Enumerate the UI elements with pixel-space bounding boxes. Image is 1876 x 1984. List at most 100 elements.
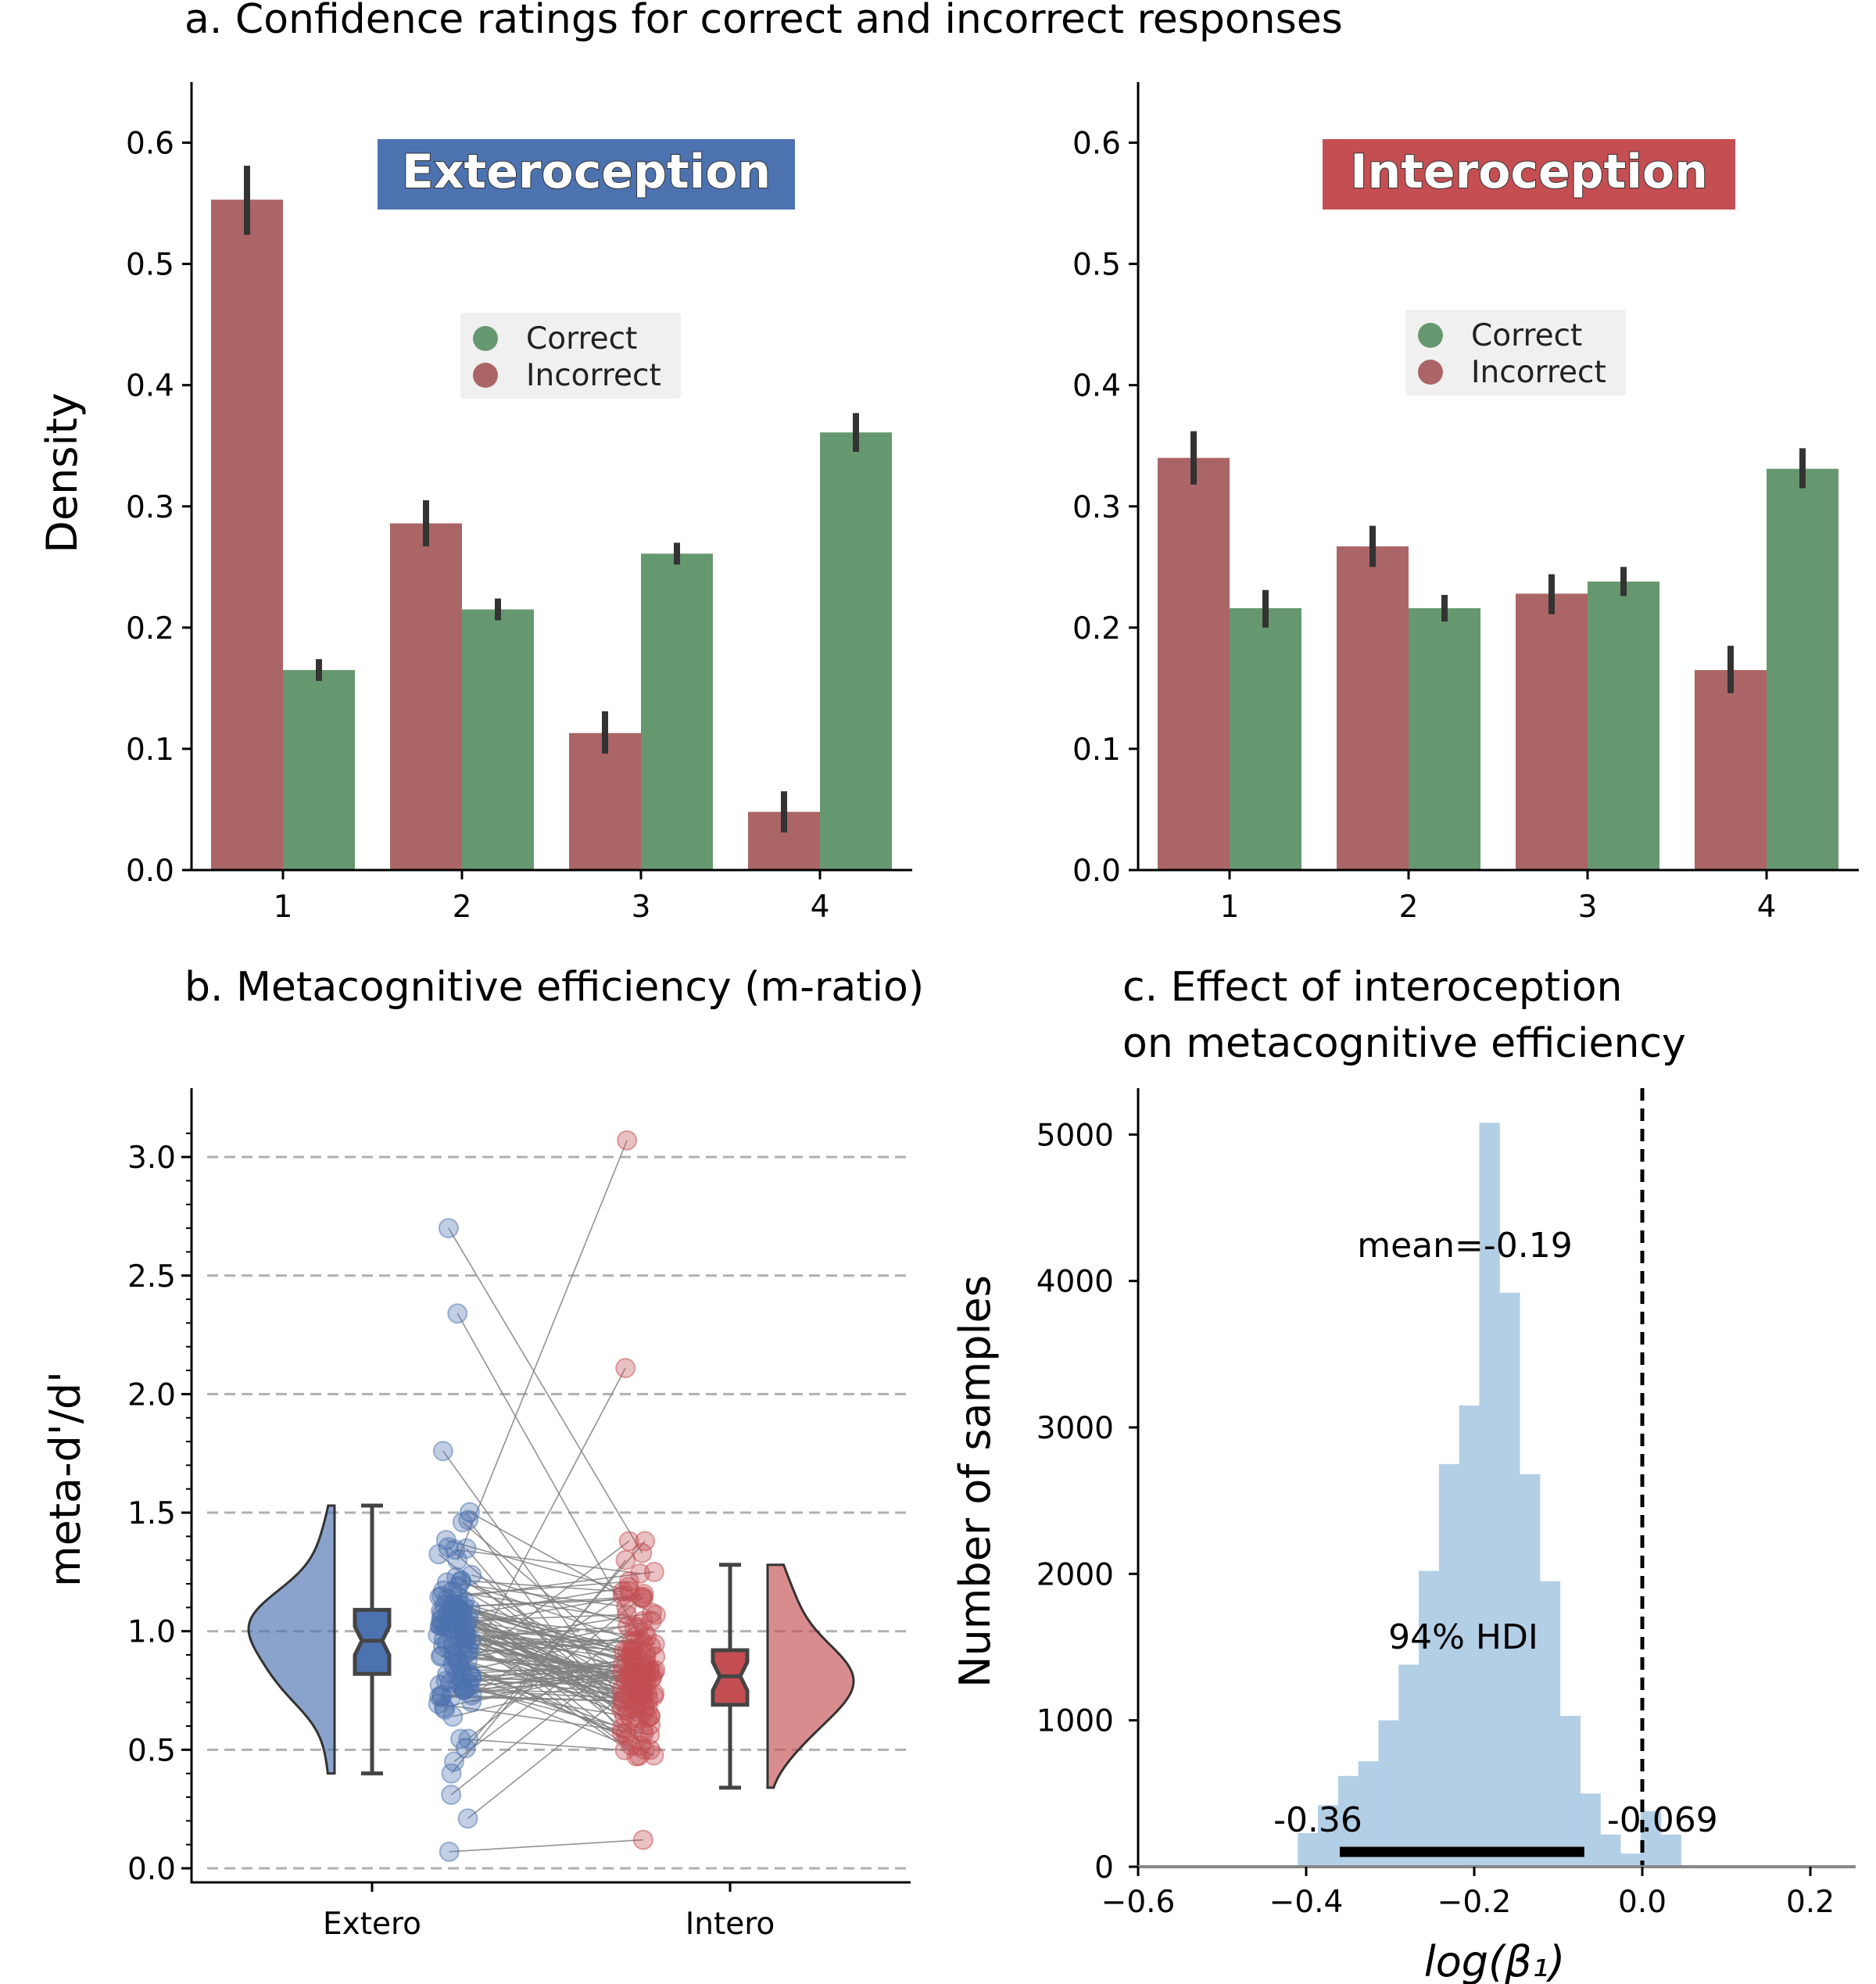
bar-correct-1	[1230, 608, 1301, 870]
legend-extero-correct-label: Correct	[526, 321, 637, 356]
point-intero	[644, 1634, 665, 1655]
pair-line	[452, 1586, 629, 1618]
y-tick-label: 0	[1094, 1850, 1114, 1886]
pair-line	[451, 1595, 643, 1608]
hist-bar	[1298, 1832, 1319, 1867]
y-tick-label: 0.5	[127, 1733, 176, 1768]
panel-c-xlabel: log(β₁)	[1424, 1937, 1566, 1984]
point-extero	[458, 1610, 479, 1631]
legend-intero-correct-label: Correct	[1471, 318, 1582, 353]
hist-bar	[1378, 1720, 1399, 1867]
pair-line	[466, 1548, 623, 1734]
y-tick-label: 0.6	[126, 127, 174, 162]
legend-extero-frame	[460, 313, 681, 399]
point-extero	[461, 1692, 482, 1713]
pair-line	[442, 1450, 624, 1703]
x-tick-label: Intero	[686, 1907, 775, 1942]
point-intero	[635, 1531, 656, 1552]
x-tick-label: 0.2	[1786, 1885, 1835, 1920]
pair-line	[460, 1738, 625, 1751]
y-tick-label: 0.4	[1072, 369, 1121, 404]
bar-correct-4	[1767, 468, 1838, 870]
x-tick-label: 2	[453, 890, 472, 925]
hdi-label: 94% HDI	[1388, 1617, 1538, 1657]
y-tick-label: 3000	[1036, 1411, 1114, 1446]
legend-intero-incorrect-label: Incorrect	[1471, 355, 1606, 390]
bar-correct-1	[283, 670, 355, 870]
point-intero	[618, 1531, 639, 1552]
pair-line	[464, 1601, 651, 1751]
bar-incorrect-2	[1337, 546, 1409, 870]
badge-extero-text: Exteroception	[402, 145, 771, 199]
bar-incorrect-2	[390, 523, 462, 870]
x-tick-label: 2	[1399, 890, 1419, 925]
y-tick-label: 1000	[1036, 1704, 1114, 1739]
violin-intero	[766, 1563, 855, 1789]
x-tick-label: −0.6	[1101, 1885, 1176, 1920]
y-tick-label: 2.0	[127, 1377, 176, 1413]
pair-line	[455, 1549, 641, 1574]
pair-line	[457, 1585, 636, 1692]
pair-line	[456, 1593, 644, 1627]
legend-intero: Correct Incorrect	[1405, 310, 1626, 396]
point-extero	[458, 1509, 479, 1531]
hist-bar	[1600, 1834, 1621, 1867]
point-extero	[461, 1564, 482, 1585]
hist-bar	[1398, 1664, 1420, 1867]
hdi-low-label: -0.36	[1273, 1800, 1362, 1840]
point-extero	[457, 1808, 478, 1829]
pair-line	[442, 1694, 643, 1703]
panel-a-extero-chart: 0.00.10.20.30.40.50.61 2 3 4 Exteroception …	[126, 82, 912, 925]
mean-annotation: mean=-0.19	[1357, 1226, 1573, 1266]
point-extero	[441, 1763, 462, 1784]
panel-b-ylabel: meta-d'/d'	[41, 1371, 90, 1587]
legend-extero: Correct Incorrect	[460, 313, 681, 399]
y-tick-label: 0.2	[1072, 611, 1121, 646]
point-intero	[626, 1746, 647, 1767]
pair-line	[449, 1681, 644, 1734]
bar-incorrect-1	[1158, 457, 1230, 870]
point-extero	[438, 1218, 459, 1239]
bar-correct-3	[1588, 581, 1659, 870]
badge-intero: Interoception	[1323, 139, 1735, 210]
y-tick-label: 0.5	[126, 248, 174, 283]
y-tick-label: 0.0	[126, 854, 174, 889]
hist-bar	[1660, 1834, 1681, 1867]
panel-a-ylabel: Density	[38, 392, 87, 553]
y-tick-label: 4000	[1036, 1265, 1114, 1300]
y-tick-label: 0.0	[1072, 854, 1121, 889]
panel-b-title: b. Metacognitive efficiency (m-ratio)	[184, 964, 924, 1011]
point-extero	[452, 1603, 473, 1624]
point-extero	[459, 1502, 480, 1523]
point-intero	[615, 1358, 636, 1379]
x-tick-label: 4	[1757, 890, 1777, 925]
x-tick-label: −0.2	[1437, 1885, 1512, 1920]
panel-c-title-line2: on metacognitive efficiency	[1122, 1020, 1686, 1067]
point-intero	[617, 1130, 638, 1151]
pair-line	[467, 1640, 636, 1653]
y-tick-label: 0.3	[1072, 490, 1121, 525]
y-tick-label: 0.2	[126, 611, 174, 646]
y-tick-label: 0.4	[126, 369, 174, 404]
pair-line	[442, 1581, 629, 1597]
legend-intero-correct-marker	[1418, 323, 1443, 348]
point-intero	[633, 1583, 654, 1604]
point-extero	[441, 1784, 462, 1805]
point-intero	[616, 1596, 637, 1617]
legend-intero-incorrect-marker	[1418, 360, 1443, 385]
bar-correct-4	[820, 432, 892, 870]
pair-line	[460, 1671, 626, 1735]
x-tick-label: Extero	[323, 1907, 421, 1942]
x-tick-label: 3	[632, 890, 651, 925]
point-extero	[446, 1649, 467, 1671]
hdi-high-label: -0.069	[1607, 1800, 1718, 1840]
y-tick-label: 0.1	[1072, 732, 1121, 768]
point-extero	[455, 1738, 476, 1759]
point-extero	[435, 1530, 456, 1551]
y-tick-label: 2.5	[127, 1259, 176, 1295]
pair-line	[452, 1591, 643, 1622]
point-intero	[618, 1640, 639, 1661]
x-tick-label: −0.4	[1269, 1885, 1344, 1920]
